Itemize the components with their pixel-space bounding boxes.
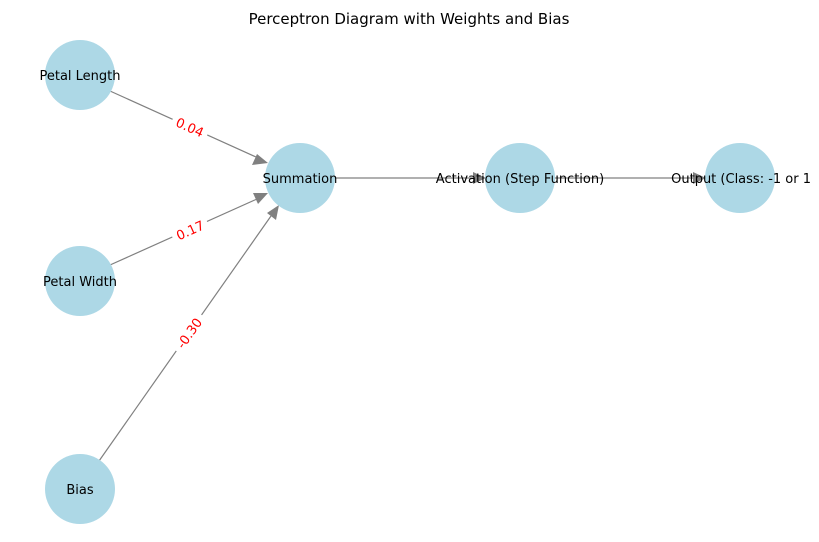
node-labels: Petal Length Petal Width Bias Summation … (39, 69, 811, 498)
node-petal-width (45, 246, 115, 316)
arrowhead-bias-summation (267, 205, 279, 220)
node-output (705, 143, 775, 213)
weight-label-petal-length: 0.04 (173, 116, 206, 142)
weight-label-petal-width: 0.17 (174, 219, 207, 245)
label-bias: Bias (66, 483, 93, 498)
nodes (45, 40, 775, 524)
node-activation (485, 143, 555, 213)
label-activation: Activation (Step Function) (436, 172, 604, 187)
label-petal-length: Petal Length (39, 69, 120, 84)
node-bias (45, 454, 115, 524)
node-petal-length (45, 40, 115, 110)
weight-labels: 0.04 0.17 -0.30 (168, 110, 212, 357)
label-summation: Summation (263, 172, 338, 187)
weight-label-bg-petal-width (168, 213, 212, 247)
arrowhead-petal-width-summation (253, 193, 268, 204)
weight-label-bg-bias (168, 309, 210, 357)
arrowhead-petal-length-summation (252, 154, 268, 165)
diagram-title: Perceptron Diagram with Weights and Bias (249, 10, 570, 28)
arrowhead-summation-activation (473, 172, 486, 184)
label-output: Output (Class: -1 or 1 (671, 172, 811, 187)
edges (98, 90, 706, 462)
label-petal-width: Petal Width (43, 275, 117, 290)
arrowhead-activation-output (693, 172, 706, 184)
weight-label-bg-petal-length (168, 110, 212, 144)
node-summation (265, 143, 335, 213)
